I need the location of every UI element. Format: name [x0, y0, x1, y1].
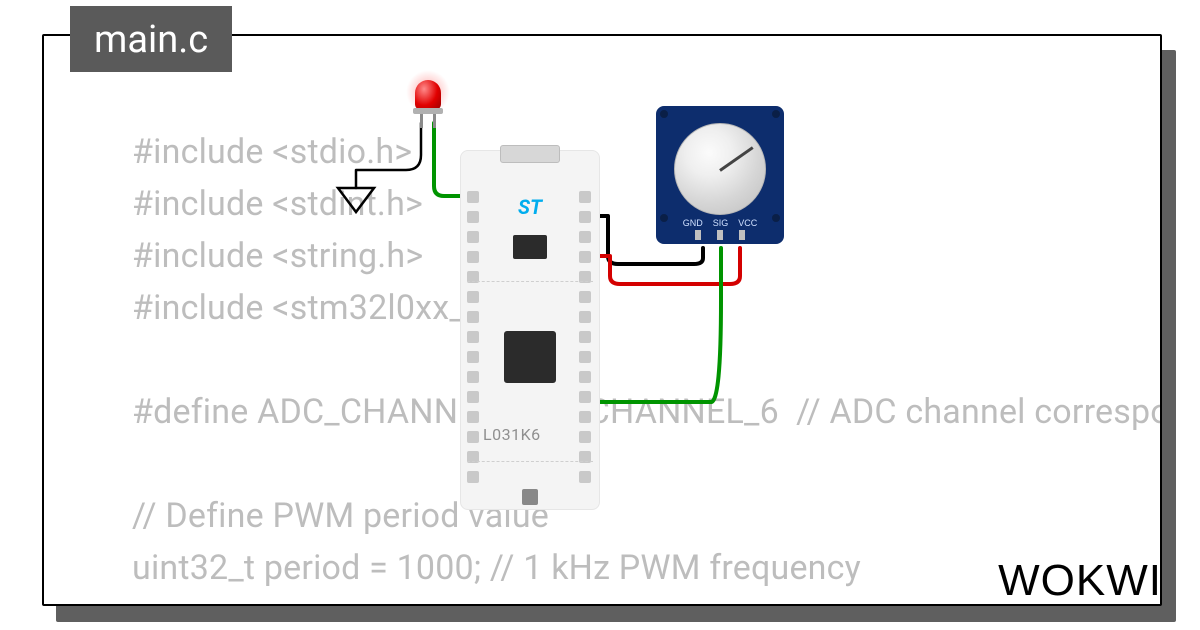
wokwi-brand: WOKWI	[998, 556, 1162, 606]
filename-tab: main.c	[70, 6, 232, 72]
canvas: #include <stdio.h> #include <stdint.h> #…	[0, 0, 1200, 630]
card: #include <stdio.h> #include <stdint.h> #…	[42, 34, 1162, 606]
code-block: #include <stdio.h> #include <stdint.h> #…	[132, 126, 1140, 594]
